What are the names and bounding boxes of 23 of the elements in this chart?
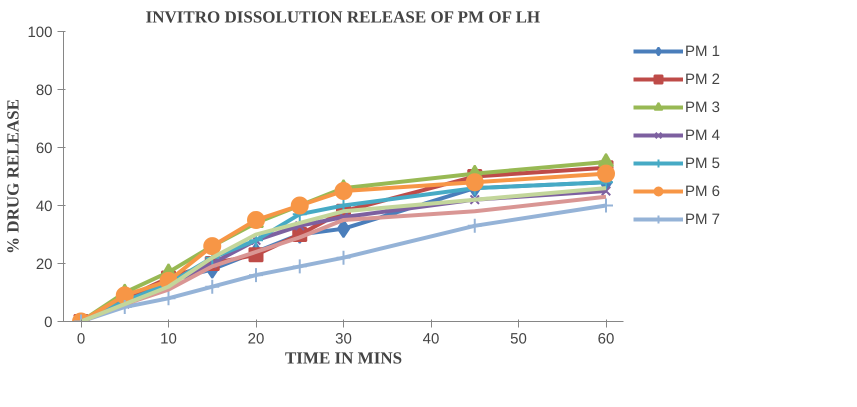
legend-label: PM 1 xyxy=(685,42,720,60)
legend-label: PM 5 xyxy=(685,154,720,172)
chart-title: INVITRO DISSOLUTION RELEASE OF PM OF LH xyxy=(146,8,540,26)
legend-label: PM 3 xyxy=(685,98,720,116)
y-axis-title: % DRUG RELEASE xyxy=(3,99,22,254)
legend-label: PM 4 xyxy=(685,126,720,144)
y-tick-label: 80 xyxy=(36,82,53,99)
x-axis-title: TIME IN MINS xyxy=(284,348,402,368)
legend-label: PM 6 xyxy=(685,182,720,200)
y-tick-label: 0 xyxy=(44,314,52,331)
y-tick-label: 40 xyxy=(36,198,53,215)
y-tick-label: 100 xyxy=(27,24,53,41)
y-tick-label: 20 xyxy=(36,256,53,273)
x-tick-label: 10 xyxy=(160,330,177,348)
x-tick-label: 60 xyxy=(598,330,614,348)
x-tick-label: 0 xyxy=(76,330,86,348)
x-tick-label: 30 xyxy=(335,330,352,348)
legend-label: PM 7 xyxy=(685,210,720,228)
legend-label: PM 2 xyxy=(685,70,720,88)
x-tick-label: 50 xyxy=(510,330,527,348)
y-tick-label: 60 xyxy=(36,140,53,157)
x-tick-label: 40 xyxy=(422,330,440,348)
x-tick-label: 20 xyxy=(248,330,264,348)
